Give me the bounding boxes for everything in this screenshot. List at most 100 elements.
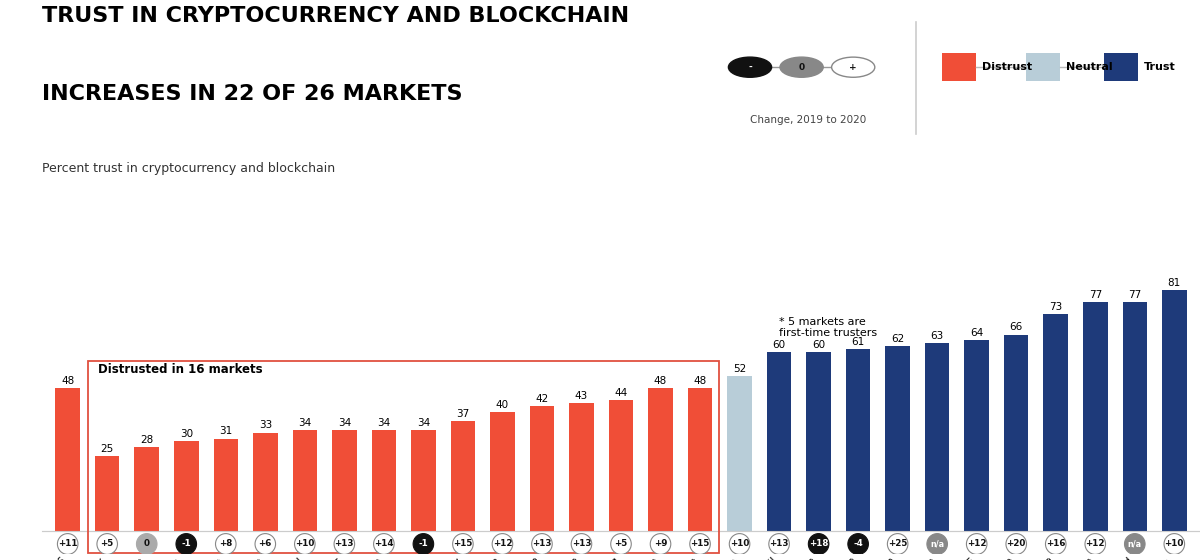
Bar — [412, 430, 436, 531]
Text: Distrust: Distrust — [982, 62, 1032, 72]
Ellipse shape — [137, 534, 157, 554]
Bar — [490, 412, 515, 531]
Text: +11: +11 — [58, 539, 78, 548]
Text: 62: 62 — [892, 334, 905, 344]
Text: 43: 43 — [575, 391, 588, 401]
Bar — [886, 347, 910, 531]
Text: 60: 60 — [773, 340, 786, 350]
Text: -4: -4 — [853, 539, 863, 548]
Bar — [174, 441, 198, 531]
Text: 30: 30 — [180, 430, 193, 440]
Ellipse shape — [1164, 534, 1184, 554]
Text: -: - — [748, 63, 752, 72]
Text: +10: +10 — [730, 539, 749, 548]
Ellipse shape — [176, 534, 197, 554]
Text: +5: +5 — [614, 539, 628, 548]
Text: +8: +8 — [220, 539, 233, 548]
Ellipse shape — [334, 534, 355, 554]
Text: +5: +5 — [101, 539, 114, 548]
Ellipse shape — [97, 534, 118, 554]
Text: 44: 44 — [614, 388, 628, 398]
Text: Neutral: Neutral — [1066, 62, 1112, 72]
Text: TRUST IN CRYPTOCURRENCY AND BLOCKCHAIN: TRUST IN CRYPTOCURRENCY AND BLOCKCHAIN — [42, 6, 629, 26]
Text: +13: +13 — [335, 539, 354, 548]
Bar — [648, 388, 673, 531]
Text: +20: +20 — [1007, 539, 1026, 548]
Text: +13: +13 — [769, 539, 788, 548]
Text: +12: +12 — [1086, 539, 1105, 548]
Text: +14: +14 — [374, 539, 394, 548]
Bar — [1004, 334, 1028, 531]
Bar — [134, 447, 158, 531]
Ellipse shape — [690, 534, 710, 554]
Ellipse shape — [1085, 534, 1105, 554]
Text: 48: 48 — [694, 376, 707, 386]
Text: 66: 66 — [1009, 323, 1022, 333]
Text: +25: +25 — [888, 539, 907, 548]
Bar — [965, 340, 989, 531]
Ellipse shape — [650, 534, 671, 554]
Text: +9: +9 — [654, 539, 667, 548]
Bar — [767, 352, 791, 531]
Text: +12: +12 — [967, 539, 986, 548]
Bar — [1084, 302, 1108, 531]
Ellipse shape — [256, 534, 276, 554]
Text: 48: 48 — [61, 376, 74, 386]
Ellipse shape — [452, 534, 473, 554]
Bar — [214, 438, 238, 531]
Bar — [95, 456, 120, 531]
Bar — [569, 403, 594, 531]
Ellipse shape — [1124, 534, 1145, 554]
Text: Trust: Trust — [1144, 62, 1175, 72]
Bar — [253, 432, 277, 531]
Bar — [688, 388, 713, 531]
Text: 81: 81 — [1168, 278, 1181, 288]
Text: 31: 31 — [220, 426, 233, 436]
Bar — [372, 430, 396, 531]
Text: * 5 markets are
first-time trusters: * 5 markets are first-time trusters — [779, 317, 877, 338]
Text: n/a: n/a — [1128, 539, 1142, 548]
Bar — [806, 352, 830, 531]
Text: 73: 73 — [1049, 302, 1062, 311]
Bar — [332, 430, 356, 531]
Ellipse shape — [611, 534, 631, 554]
Text: 34: 34 — [416, 418, 430, 427]
Ellipse shape — [294, 534, 316, 554]
Ellipse shape — [492, 534, 512, 554]
Text: 0: 0 — [144, 539, 150, 548]
Ellipse shape — [887, 534, 908, 554]
Text: 33: 33 — [259, 421, 272, 431]
Text: -1: -1 — [181, 539, 191, 548]
Text: 77: 77 — [1128, 290, 1141, 300]
Text: 52: 52 — [733, 364, 746, 374]
Text: 34: 34 — [298, 418, 312, 427]
Text: 77: 77 — [1088, 290, 1102, 300]
Text: Distrusted in 16 markets: Distrusted in 16 markets — [97, 363, 263, 376]
Ellipse shape — [1006, 534, 1026, 554]
Text: 61: 61 — [852, 337, 865, 347]
Bar — [55, 388, 80, 531]
Text: n/a: n/a — [930, 539, 944, 548]
Text: +10: +10 — [1165, 539, 1184, 548]
Text: 48: 48 — [654, 376, 667, 386]
Ellipse shape — [1045, 534, 1066, 554]
Text: -1: -1 — [419, 539, 428, 548]
Text: 28: 28 — [140, 435, 154, 445]
Ellipse shape — [413, 534, 433, 554]
Text: +12: +12 — [493, 539, 512, 548]
Text: +18: +18 — [809, 539, 828, 548]
Ellipse shape — [809, 534, 829, 554]
Text: 0: 0 — [798, 63, 805, 72]
Text: 42: 42 — [535, 394, 548, 404]
Bar — [846, 349, 870, 531]
Bar — [1162, 290, 1187, 531]
Bar — [1122, 302, 1147, 531]
Ellipse shape — [769, 534, 790, 554]
Text: +15: +15 — [454, 539, 473, 548]
Ellipse shape — [966, 534, 986, 554]
Text: 60: 60 — [812, 340, 826, 350]
Bar — [727, 376, 752, 531]
Text: +: + — [850, 63, 857, 72]
Ellipse shape — [532, 534, 552, 554]
Text: +6: +6 — [259, 539, 272, 548]
